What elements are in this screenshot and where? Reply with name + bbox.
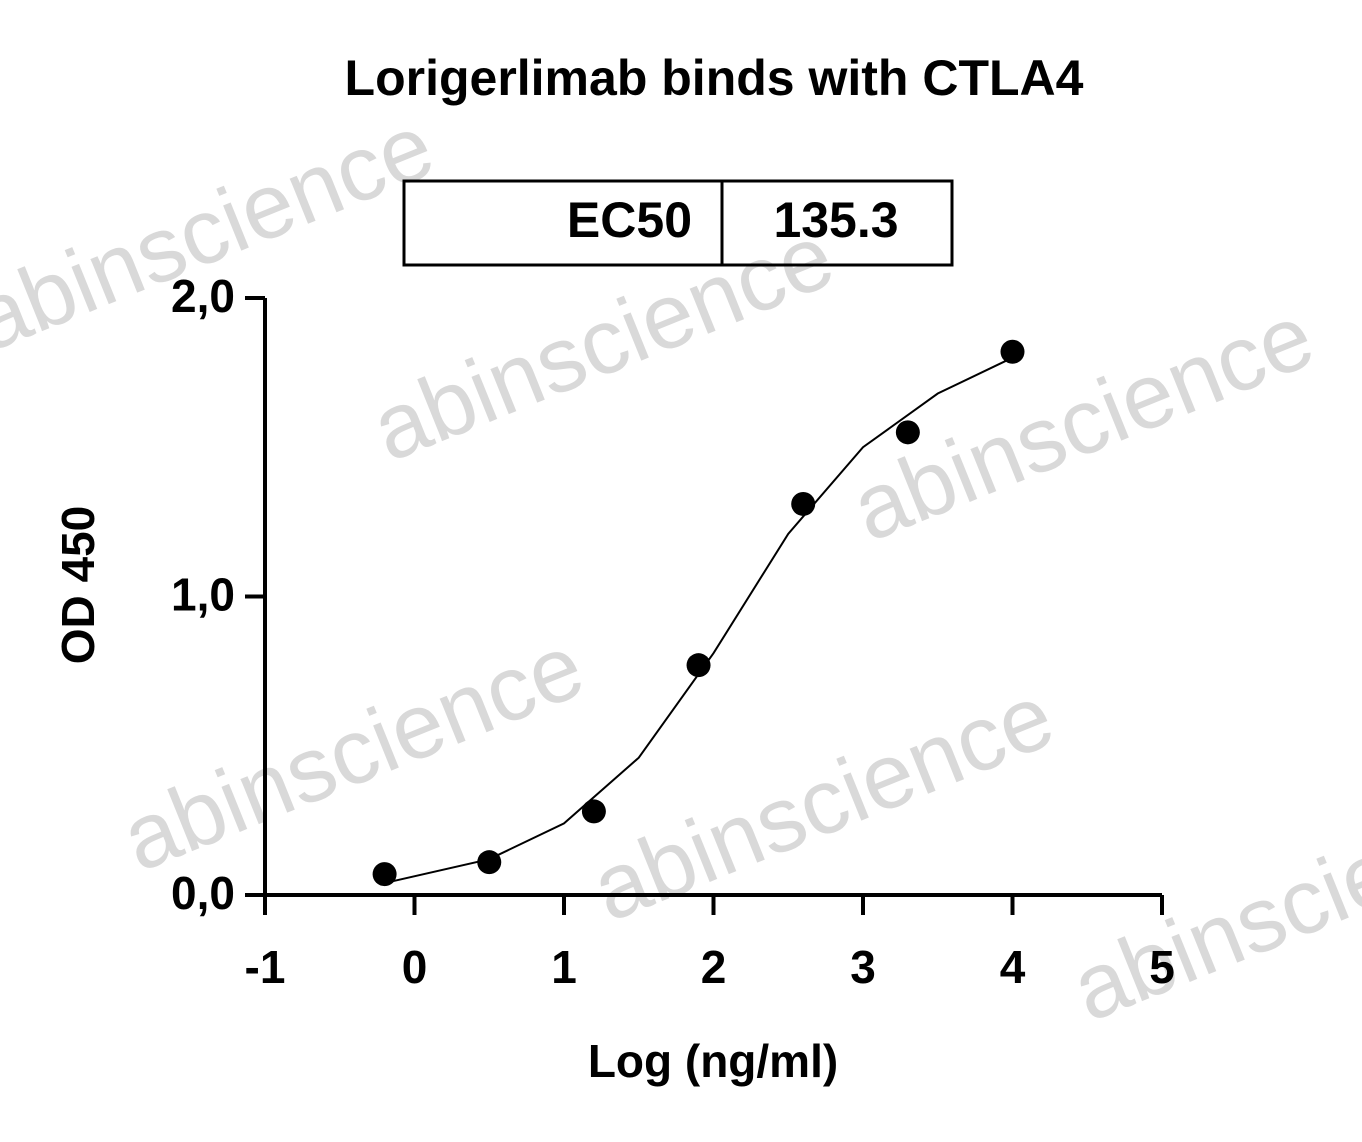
x-axis-label: Log (ng/ml)	[588, 1035, 838, 1087]
data-point	[372, 862, 397, 887]
x-tick-label: 4	[1000, 941, 1026, 993]
y-tick-label: 1,0	[171, 569, 235, 621]
x-tick-label: 0	[402, 941, 428, 993]
y-tick-label: 2,0	[171, 270, 235, 322]
ec50-label: EC50	[567, 192, 692, 248]
data-point	[686, 653, 711, 678]
chart-title: Lorigerlimab binds with CTLA4	[345, 50, 1084, 106]
watermark: abinscience	[1058, 764, 1362, 1041]
fit-curve	[384, 356, 1013, 885]
x-tick-label: 1	[551, 941, 577, 993]
data-point	[895, 420, 920, 445]
x-tick-label: 3	[850, 941, 876, 993]
ec50-box	[402, 179, 954, 267]
data-point	[791, 491, 816, 516]
watermark: abinscience	[578, 664, 1067, 941]
x-tick-label: 5	[1149, 941, 1175, 993]
y-axis-label: OD 450	[52, 506, 104, 665]
data-point	[477, 850, 502, 875]
watermark: abinscience	[0, 94, 447, 371]
ec50-value: 135.3	[773, 192, 898, 248]
x-tick-label: 2	[701, 941, 727, 993]
x-tick-label: -1	[245, 941, 286, 993]
data-point	[1000, 339, 1025, 364]
y-tick-label: 0,0	[171, 867, 235, 919]
watermark: abinscience	[108, 614, 597, 891]
data-point	[581, 799, 606, 824]
